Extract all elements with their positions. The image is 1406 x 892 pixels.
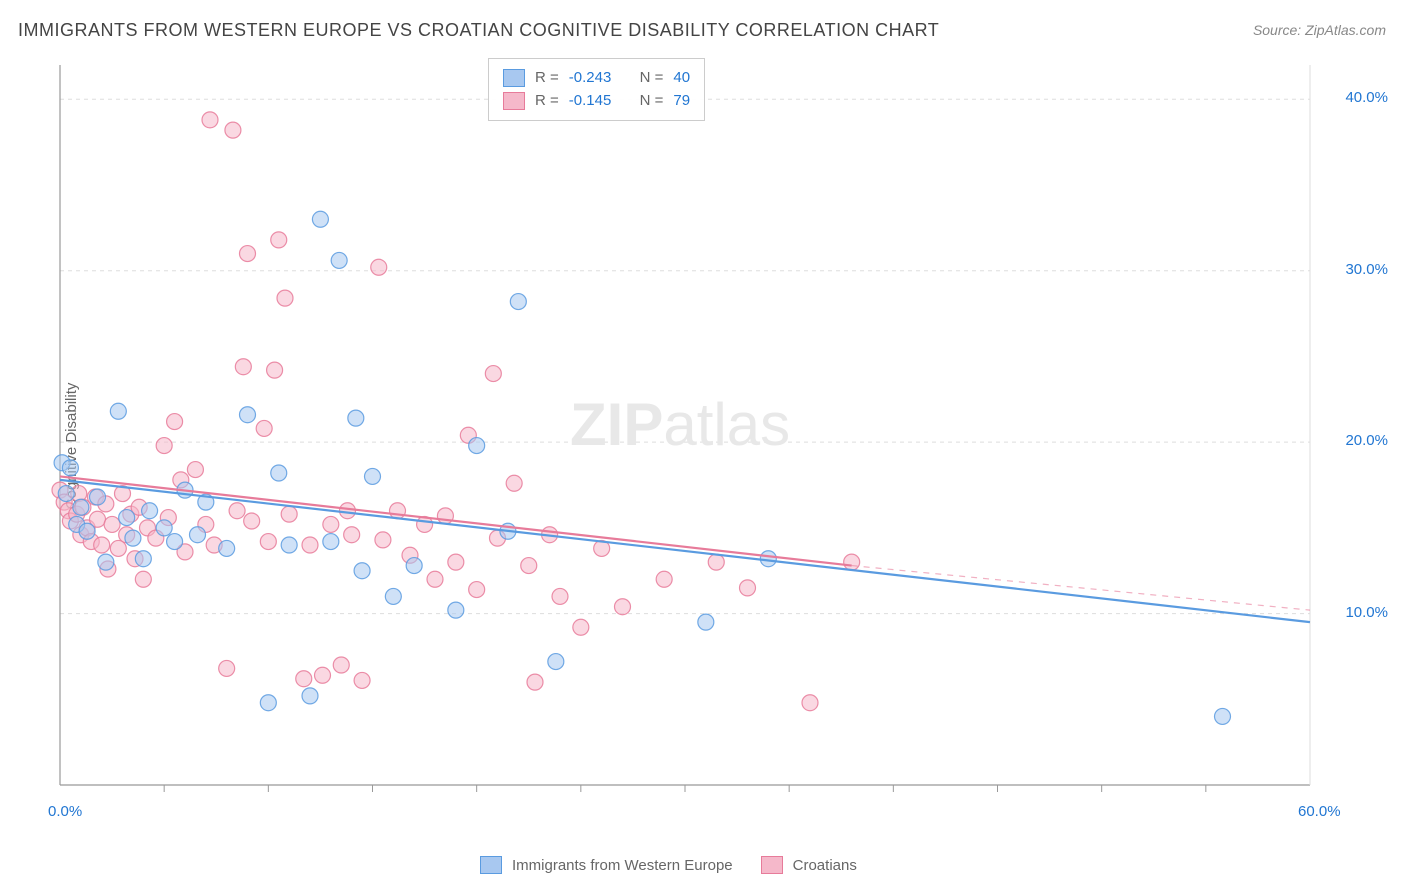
legend-series-item: Croatians [761,856,857,874]
legend-swatch [503,92,525,110]
legend-r-label: R = [535,67,559,90]
legend-n-value: 79 [673,90,690,113]
legend-r-label: R = [535,90,559,113]
legend-r-value: -0.145 [569,90,612,113]
y-tick: 40.0% [1345,89,1388,106]
legend-swatch [503,69,525,87]
source-link[interactable]: ZipAtlas.com [1305,22,1386,38]
legend-stat-row: R = -0.243 N = 40 [503,67,690,90]
y-tick: 20.0% [1345,432,1388,449]
legend-series-item: Immigrants from Western Europe [480,856,733,874]
source-label: Source: [1253,22,1301,38]
y-tick: 30.0% [1345,261,1388,278]
x-tick: 0.0% [48,803,82,820]
legend-n-label: N = [640,67,664,90]
legend-swatch [761,856,783,874]
legend-stat-row: R = -0.145 N = 79 [503,90,690,113]
chart-title: IMMIGRANTS FROM WESTERN EUROPE VS CROATI… [18,20,939,41]
source-attribution: Source: ZipAtlas.com [1253,22,1386,38]
chart-svg [50,55,1360,805]
legend-series-label: Croatians [793,857,857,874]
y-tick: 10.0% [1345,604,1388,621]
legend-n-label: N = [640,90,664,113]
legend-swatch [480,856,502,874]
x-tick: 60.0% [1298,803,1341,820]
legend-r-value: -0.243 [569,67,612,90]
legend-series: Immigrants from Western Europe Croatians [480,856,857,874]
chart-plot-area [50,55,1360,805]
legend-n-value: 40 [673,67,690,90]
legend-stats: R = -0.243 N = 40 R = -0.145 N = 79 [488,58,705,121]
legend-series-label: Immigrants from Western Europe [512,857,733,874]
